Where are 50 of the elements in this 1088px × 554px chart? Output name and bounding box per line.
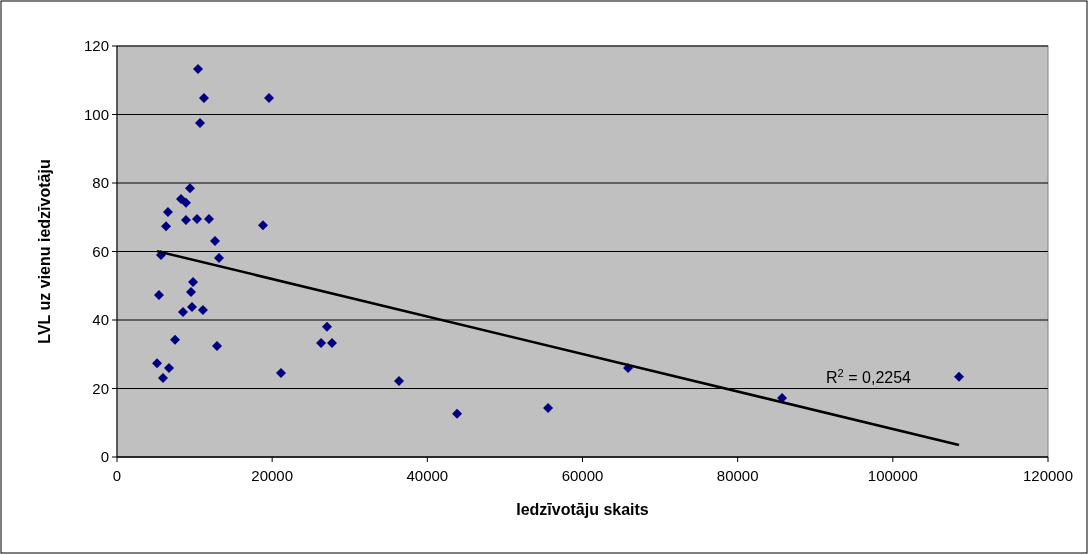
point bbox=[152, 358, 163, 369]
x-tick-label: 60000 bbox=[561, 467, 604, 484]
point bbox=[185, 183, 196, 194]
point bbox=[214, 253, 225, 264]
point bbox=[178, 307, 189, 318]
point bbox=[212, 341, 222, 352]
point bbox=[452, 408, 463, 419]
point bbox=[191, 213, 202, 224]
point bbox=[316, 337, 327, 348]
point bbox=[188, 276, 199, 287]
point bbox=[263, 93, 274, 104]
point bbox=[322, 321, 333, 332]
point bbox=[954, 371, 965, 382]
point bbox=[197, 305, 208, 316]
point bbox=[186, 286, 197, 297]
point bbox=[276, 368, 287, 379]
point bbox=[394, 375, 405, 386]
x-tick-label: 120000 bbox=[1022, 467, 1074, 484]
point bbox=[258, 220, 269, 231]
point bbox=[180, 214, 191, 225]
point bbox=[543, 403, 554, 414]
point bbox=[209, 235, 220, 246]
x-tick-label: 0 bbox=[112, 467, 122, 484]
y-tick-label: 100 bbox=[83, 105, 109, 123]
point bbox=[162, 207, 173, 218]
y-tick-label: 60 bbox=[92, 242, 109, 260]
point bbox=[153, 290, 164, 300]
y-tick-label: 80 bbox=[92, 174, 109, 192]
point bbox=[170, 334, 181, 345]
y-tick-label: 40 bbox=[92, 311, 109, 329]
x-tick-label: 80000 bbox=[716, 467, 759, 484]
y-tick-label: 120 bbox=[83, 37, 109, 55]
point bbox=[158, 372, 169, 383]
x-tick-label: 100000 bbox=[867, 467, 918, 484]
point bbox=[187, 301, 198, 312]
point bbox=[198, 93, 209, 104]
y-axis-title: LVL uz vienu iedzīvotāju bbox=[36, 159, 53, 344]
x-tick-label: 20000 bbox=[251, 467, 294, 484]
x-tick-label: 40000 bbox=[406, 467, 449, 484]
point bbox=[193, 63, 203, 74]
point bbox=[204, 213, 215, 224]
point bbox=[161, 221, 172, 232]
annotation: R$^{2}$ = 0,2254 bbox=[826, 367, 912, 386]
point bbox=[326, 337, 337, 348]
point bbox=[180, 197, 191, 208]
x-axis-title: Iedzīvotāju skaits bbox=[516, 501, 649, 518]
point bbox=[163, 362, 174, 373]
point bbox=[195, 118, 206, 129]
y-tick-label: 20 bbox=[92, 379, 109, 397]
y-tick-label: 0 bbox=[100, 448, 109, 466]
